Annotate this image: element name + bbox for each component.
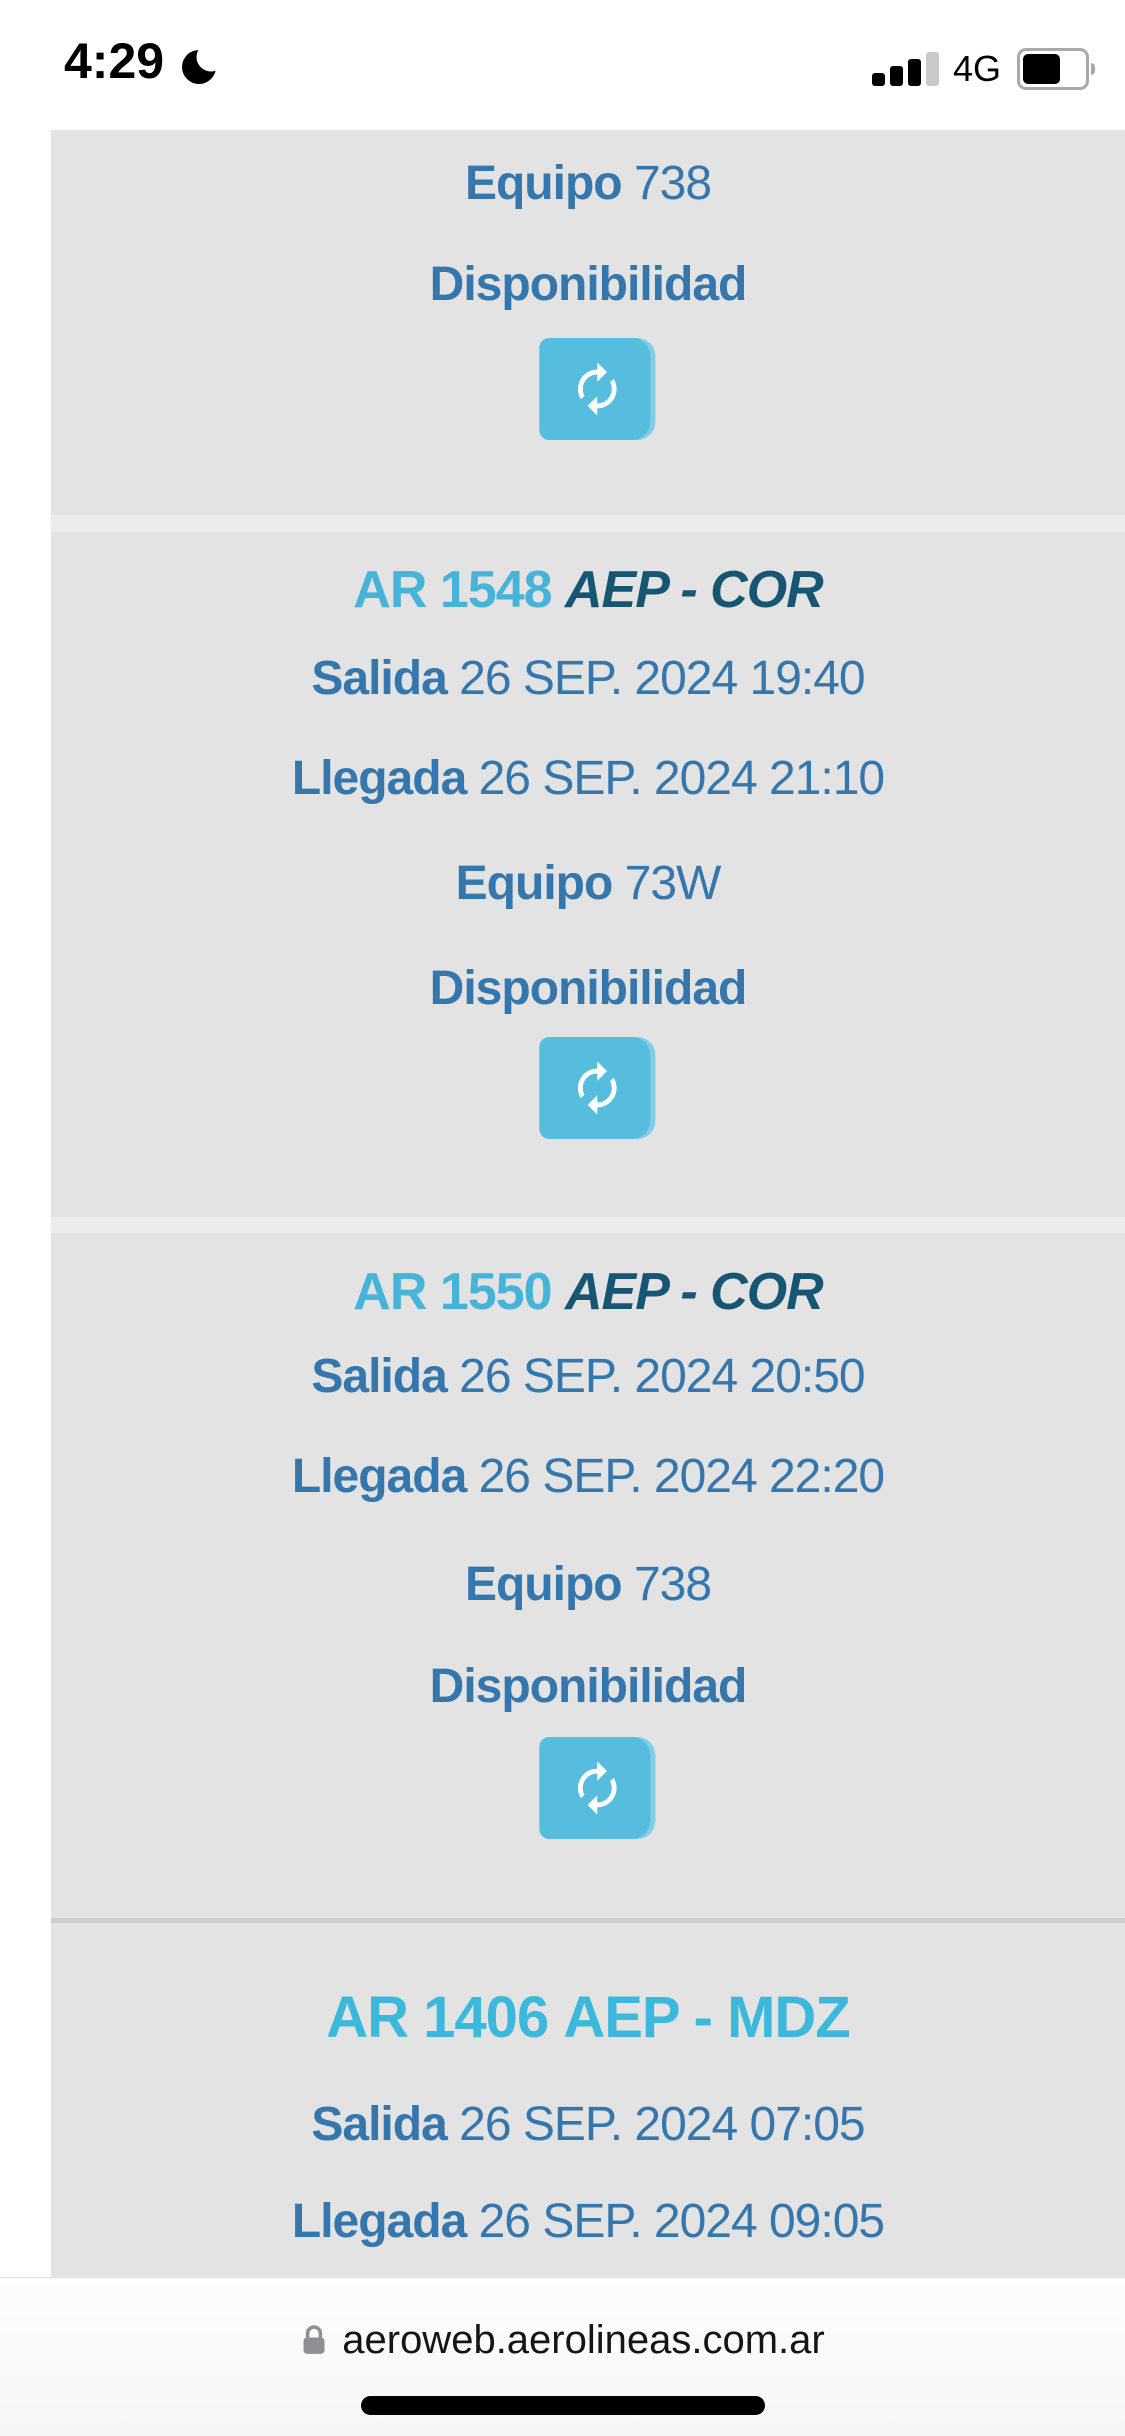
crescent-moon-icon [182, 50, 216, 84]
salida-value: 26 SEP. 2024 20:50 [459, 1350, 865, 1403]
refresh-availability-button[interactable] [539, 1737, 656, 1839]
status-time: 4:29 [64, 33, 165, 89]
salida-line: Salida 26 SEP. 2024 07:05 [51, 2097, 1125, 2153]
salida-label: Salida [311, 652, 447, 705]
cellular-signal-icon [871, 52, 939, 86]
refresh-availability-button[interactable] [539, 338, 656, 440]
llegada-line: Llegada 26 SEP. 2024 21:10 [51, 751, 1125, 807]
flight-number: AR 1406 [326, 1985, 549, 2050]
card-divider [51, 1217, 1125, 1233]
disponibilidad-label: Disponibilidad [429, 1660, 748, 1713]
flight-heading: AR 1406 AEP - MDZ [51, 1984, 1125, 2052]
salida-label: Salida [311, 1350, 447, 1403]
equipo-value: 738 [633, 157, 712, 210]
flight-number: AR 1548 [353, 561, 552, 619]
home-indicator[interactable] [360, 2396, 765, 2415]
equipo-line: Equipo 73W [51, 856, 1125, 912]
safari-bottom-bar: aeroweb.aerolineas.com.ar [0, 2277, 1125, 2436]
refresh-icon [577, 1761, 617, 1815]
status-bar: 4:29 4G [0, 0, 1125, 130]
llegada-line: Llegada 26 SEP. 2024 09:05 [51, 2194, 1125, 2250]
card-divider [51, 515, 1125, 532]
equipo-label: Equipo [464, 1558, 623, 1611]
refresh-availability-button[interactable] [539, 1037, 656, 1139]
disponibilidad-label: Disponibilidad [429, 962, 748, 1015]
browser-address-bar[interactable]: aeroweb.aerolineas.com.ar [0, 2318, 1125, 2363]
network-type-label: 4G [952, 48, 1001, 89]
llegada-label: Llegada [291, 752, 467, 805]
equipo-value: 73W [624, 857, 722, 910]
flight-route: AEP - MDZ [563, 1985, 850, 2050]
llegada-label: Llegada [291, 2195, 467, 2248]
flight-list: Equipo 738 Disponibilidad AR 1548 AEP - … [51, 130, 1125, 2277]
disponibilidad-line: Disponibilidad [51, 1659, 1125, 1715]
equipo-label: Equipo [455, 857, 614, 910]
salida-line: Salida 26 SEP. 2024 20:50 [51, 1349, 1125, 1405]
disponibilidad-line: Disponibilidad [51, 961, 1125, 1017]
flight-route: AEP - COR [564, 1263, 824, 1321]
flight-route: AEP - COR [564, 561, 824, 619]
llegada-value: 26 SEP. 2024 09:05 [478, 2195, 885, 2248]
llegada-line: Llegada 26 SEP. 2024 22:20 [51, 1449, 1125, 1505]
llegada-label: Llegada [291, 1450, 467, 1503]
browser-url: aeroweb.aerolineas.com.ar [342, 2318, 825, 2362]
equipo-label: Equipo [464, 157, 623, 210]
llegada-value: 26 SEP. 2024 22:20 [478, 1450, 885, 1503]
salida-line: Salida 26 SEP. 2024 19:40 [51, 651, 1125, 707]
disponibilidad-label: Disponibilidad [429, 258, 748, 311]
flight-heading: AR 1550 AEP - COR [51, 1262, 1125, 1322]
card-divider [51, 1918, 1125, 1923]
refresh-icon [577, 1061, 617, 1115]
salida-value: 26 SEP. 2024 19:40 [459, 652, 865, 705]
refresh-icon [577, 362, 617, 416]
salida-value: 26 SEP. 2024 07:05 [459, 2098, 865, 2151]
salida-label: Salida [311, 2098, 447, 2151]
equipo-value: 738 [633, 1558, 712, 1611]
equipo-line: Equipo 738 [51, 1557, 1125, 1613]
battery-icon [1017, 48, 1095, 90]
flight-heading: AR 1548 AEP - COR [51, 560, 1125, 620]
flight-number: AR 1550 [353, 1263, 552, 1321]
equipo-line: Equipo 738 [51, 156, 1125, 212]
lock-icon [303, 2324, 325, 2354]
disponibilidad-line: Disponibilidad [51, 257, 1125, 313]
status-right-cluster: 4G [871, 48, 1095, 90]
llegada-value: 26 SEP. 2024 21:10 [478, 752, 885, 805]
